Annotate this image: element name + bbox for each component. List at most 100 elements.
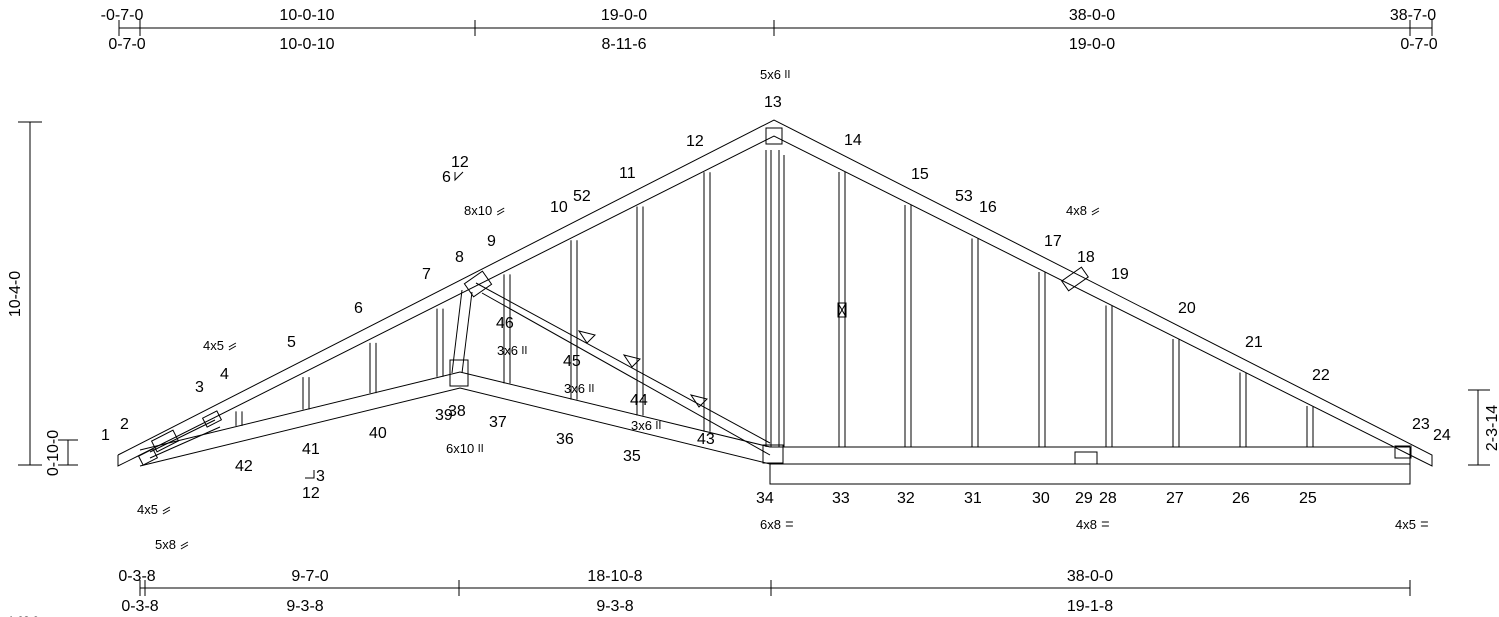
plate	[150, 429, 180, 453]
plate	[762, 444, 784, 464]
node-number: 16	[979, 199, 997, 216]
scale-label: Scale = 1:68.6	[0, 615, 39, 617]
plate	[201, 410, 223, 428]
dimension-label: 19-0-0	[1069, 36, 1115, 53]
dimension-label: 0-10-0	[45, 430, 62, 476]
plate-label: 4x8	[1066, 203, 1087, 218]
plate-label: 6x10	[446, 441, 474, 456]
bottom-chord	[139, 387, 1410, 467]
plate-label: 5x8	[155, 537, 176, 552]
plate-marker	[228, 342, 237, 348]
plate-label: 3x6	[497, 343, 518, 358]
pitch-label: 3	[316, 468, 325, 485]
node-number: 24	[1433, 427, 1451, 444]
node-number: 44	[630, 392, 648, 409]
plate-label: 4x5	[137, 502, 158, 517]
plate-marker	[228, 345, 237, 351]
web-brace	[577, 330, 596, 344]
node-number: 38	[448, 403, 466, 420]
web	[481, 292, 771, 456]
node-number: 17	[1044, 233, 1062, 250]
plate-marker	[496, 210, 505, 216]
node-number: 34	[756, 490, 774, 507]
plate-label: 5x6	[760, 67, 781, 82]
dimension-label: 0-3-8	[118, 568, 155, 585]
dimension-label: 10-0-10	[279, 7, 334, 24]
dimension-label: 9-7-0	[291, 568, 328, 585]
node-number: 28	[1099, 490, 1117, 507]
dimension-label: 18-10-8	[587, 568, 642, 585]
dimension-label: 38-7-0	[1390, 7, 1436, 24]
pitch-mark	[454, 171, 464, 182]
plate-marker	[1091, 207, 1100, 213]
web	[149, 419, 216, 453]
node-number: 14	[844, 132, 862, 149]
dimension-label: 38-0-0	[1069, 7, 1115, 24]
node-number: 25	[1299, 490, 1317, 507]
dimension-label: 0-3-8	[121, 598, 158, 615]
node-number: 39	[435, 407, 453, 424]
plate-label: 6x8	[760, 517, 781, 532]
node-number: 46	[496, 315, 514, 332]
web	[461, 291, 473, 374]
plate-label: 3x6	[631, 418, 652, 433]
node-number: 13	[764, 94, 782, 111]
node-number: 15	[911, 166, 929, 183]
plate-marker	[496, 207, 505, 213]
plate	[463, 270, 493, 298]
plate	[449, 359, 469, 387]
node-number: 36	[556, 431, 574, 448]
node-number: 22	[1312, 367, 1330, 384]
plate-marker	[180, 544, 189, 550]
plate	[1074, 451, 1098, 465]
plate-label: 4x5	[203, 338, 224, 353]
dimension-label: 38-0-0	[1067, 568, 1113, 585]
node-number: 10	[550, 199, 568, 216]
top-chord	[117, 119, 1433, 467]
plate	[765, 127, 783, 145]
node-number: 53	[955, 188, 973, 205]
web	[149, 426, 221, 459]
node-number: 42	[235, 458, 253, 475]
top-chord	[117, 135, 1411, 467]
node-number: 23	[1412, 416, 1430, 433]
node-number: 37	[489, 414, 507, 431]
node-number: 40	[369, 425, 387, 442]
node-number: 35	[623, 448, 641, 465]
node-number: 4	[220, 366, 229, 383]
node-number: 6	[354, 300, 363, 317]
node-number: 43	[697, 431, 715, 448]
plate-marker	[180, 541, 189, 547]
node-number: 30	[1032, 490, 1050, 507]
bottom-chord	[139, 371, 1410, 451]
plate-label: 8x10	[464, 203, 492, 218]
node-number: 5	[287, 334, 296, 351]
dimension-label: 8-11-6	[601, 36, 646, 53]
node-number: 45	[563, 353, 581, 370]
plate-marker	[162, 509, 171, 515]
node-number: 1	[101, 427, 110, 444]
node-number: 8	[455, 249, 464, 266]
node-number: 12	[686, 133, 704, 150]
dimension-label: 10-0-10	[279, 36, 334, 53]
pitch-mark	[305, 470, 315, 479]
plate	[1394, 445, 1412, 459]
plate-label: 3x6	[564, 381, 585, 396]
node-number: 21	[1245, 334, 1263, 351]
plate-marker	[1091, 210, 1100, 216]
web-brace	[689, 394, 708, 408]
bearing	[769, 463, 1411, 485]
node-number: 7	[422, 266, 431, 283]
web	[451, 289, 463, 374]
plate-label: 4x8	[1076, 517, 1097, 532]
web	[475, 282, 771, 444]
node-number: 27	[1166, 490, 1184, 507]
node-number: 52	[573, 188, 591, 205]
plate	[1061, 266, 1089, 292]
node-number: 11	[619, 165, 636, 182]
dimension-label: 0-7-0	[1400, 36, 1437, 53]
node-number: 20	[1178, 300, 1196, 317]
dimension-label: 19-1-8	[1067, 598, 1113, 615]
plate-label: 4x5	[1395, 517, 1416, 532]
